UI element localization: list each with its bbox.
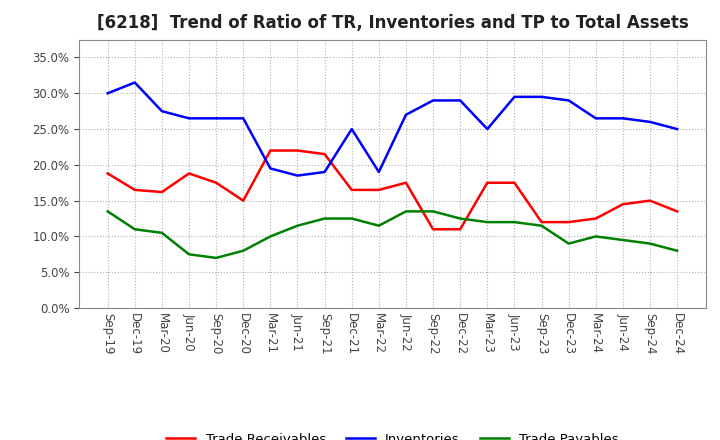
Inventories [185, 116, 194, 121]
Inventories [320, 169, 329, 175]
Title: [6218]  Trend of Ratio of TR, Inventories and TP to Total Assets: [6218] Trend of Ratio of TR, Inventories… [96, 15, 688, 33]
Trade Receivables [672, 209, 681, 214]
Inventories [537, 94, 546, 99]
Inventories [374, 169, 383, 175]
Inventories [591, 116, 600, 121]
Trade Payables [158, 230, 166, 235]
Inventories [510, 94, 518, 99]
Trade Receivables [212, 180, 220, 185]
Trade Payables [646, 241, 654, 246]
Inventories [104, 91, 112, 96]
Trade Receivables [104, 171, 112, 176]
Trade Payables [266, 234, 275, 239]
Trade Receivables [618, 202, 627, 207]
Trade Payables [483, 220, 492, 225]
Trade Payables [591, 234, 600, 239]
Trade Payables [672, 248, 681, 253]
Trade Payables [212, 255, 220, 260]
Trade Payables [104, 209, 112, 214]
Trade Receivables [456, 227, 464, 232]
Trade Receivables [293, 148, 302, 153]
Trade Receivables [158, 189, 166, 194]
Inventories [672, 126, 681, 132]
Inventories [646, 119, 654, 125]
Trade Payables [564, 241, 573, 246]
Trade Receivables [646, 198, 654, 203]
Trade Payables [293, 223, 302, 228]
Trade Payables [428, 209, 437, 214]
Trade Payables [402, 209, 410, 214]
Trade Payables [510, 220, 518, 225]
Inventories [618, 116, 627, 121]
Trade Receivables [239, 198, 248, 203]
Inventories [348, 126, 356, 132]
Trade Receivables [537, 220, 546, 225]
Trade Receivables [266, 148, 275, 153]
Line: Trade Payables: Trade Payables [108, 211, 677, 258]
Trade Payables [239, 248, 248, 253]
Trade Payables [130, 227, 139, 232]
Trade Receivables [320, 151, 329, 157]
Inventories [402, 112, 410, 117]
Line: Inventories: Inventories [108, 83, 677, 176]
Inventories [158, 109, 166, 114]
Inventories [456, 98, 464, 103]
Line: Trade Receivables: Trade Receivables [108, 150, 677, 229]
Legend: Trade Receivables, Inventories, Trade Payables: Trade Receivables, Inventories, Trade Pa… [161, 427, 624, 440]
Trade Payables [320, 216, 329, 221]
Trade Receivables [564, 220, 573, 225]
Trade Receivables [185, 171, 194, 176]
Trade Payables [537, 223, 546, 228]
Trade Payables [348, 216, 356, 221]
Trade Receivables [130, 187, 139, 193]
Trade Payables [456, 216, 464, 221]
Inventories [130, 80, 139, 85]
Trade Payables [185, 252, 194, 257]
Inventories [293, 173, 302, 178]
Inventories [428, 98, 437, 103]
Inventories [266, 166, 275, 171]
Trade Receivables [483, 180, 492, 185]
Trade Receivables [591, 216, 600, 221]
Inventories [483, 126, 492, 132]
Trade Payables [618, 237, 627, 242]
Trade Payables [374, 223, 383, 228]
Trade Receivables [374, 187, 383, 193]
Trade Receivables [348, 187, 356, 193]
Inventories [212, 116, 220, 121]
Inventories [239, 116, 248, 121]
Trade Receivables [428, 227, 437, 232]
Trade Receivables [402, 180, 410, 185]
Inventories [564, 98, 573, 103]
Trade Receivables [510, 180, 518, 185]
